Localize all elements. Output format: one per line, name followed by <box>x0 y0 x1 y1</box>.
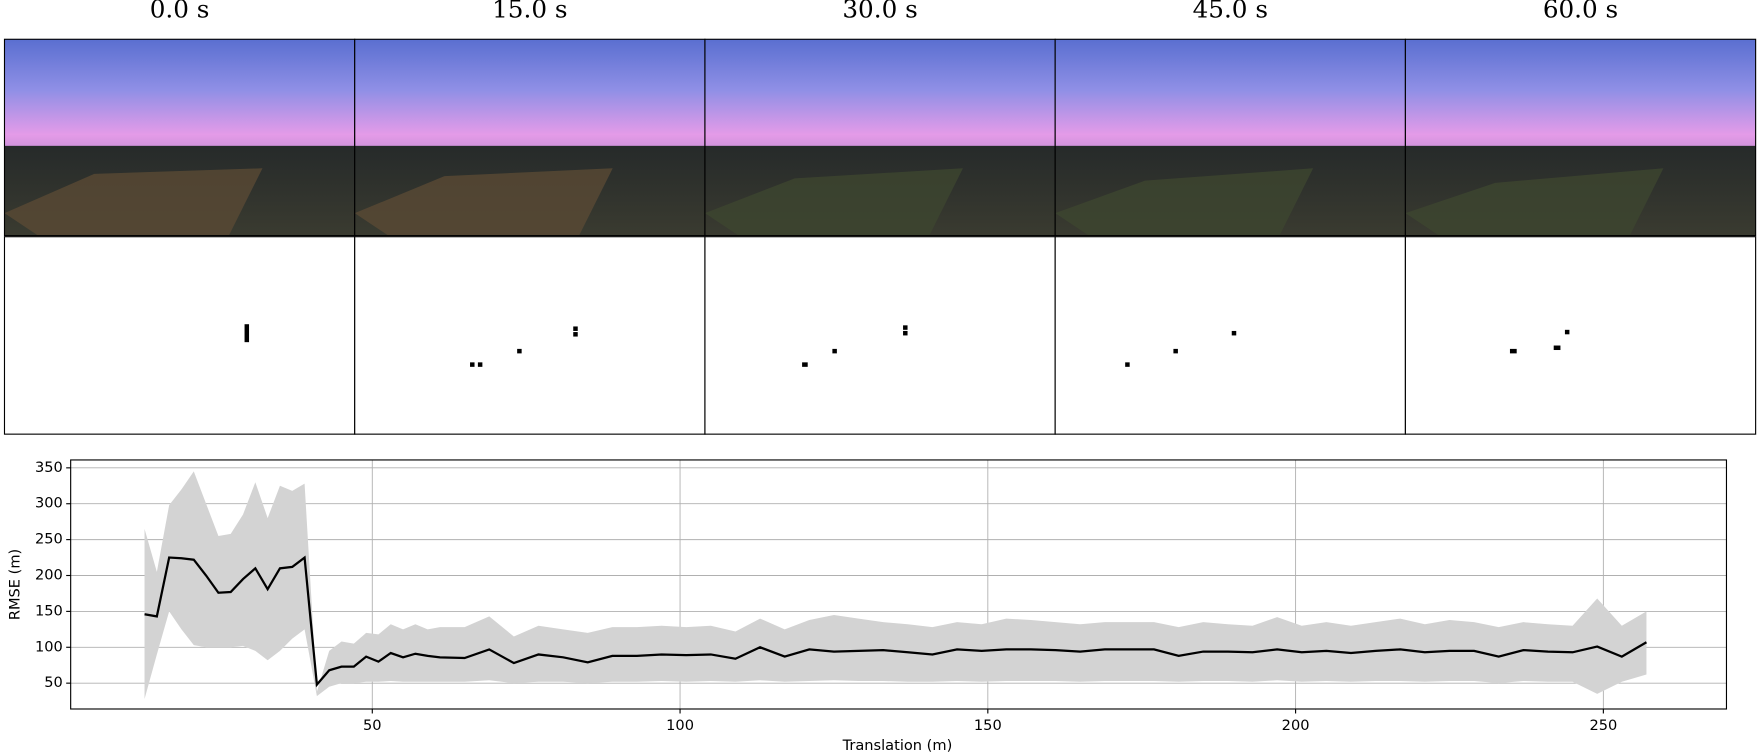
x-tick-label: 250 <box>1589 717 1617 734</box>
mask-frame <box>3 236 356 435</box>
mask-blob <box>903 330 908 336</box>
y-tick-label: 250 <box>35 531 63 548</box>
x-tick-label: 200 <box>1282 717 1310 734</box>
mask-blob <box>244 324 250 343</box>
photo-sky <box>704 39 1056 152</box>
mask-frame <box>1404 236 1757 435</box>
photo-sky <box>1055 39 1406 152</box>
mask-blob <box>517 348 522 354</box>
photo-field <box>1055 168 1314 236</box>
mask-blob <box>573 326 578 331</box>
photo-field <box>354 168 613 236</box>
frame-time: 30.0 s <box>842 0 917 24</box>
mask-blob <box>832 348 837 354</box>
mask-blob <box>1553 345 1561 351</box>
photo-frame <box>1404 38 1757 237</box>
y-tick-label: 350 <box>35 459 63 476</box>
mask-blob <box>1564 329 1570 335</box>
mask-frame <box>354 236 706 435</box>
frame-time: 0.0 s <box>150 0 210 24</box>
photo-field <box>4 168 263 236</box>
mask-blob <box>1509 348 1517 354</box>
y-axis-label: RMSE (m) <box>7 549 24 620</box>
y-tick-label: 200 <box>35 567 63 584</box>
photo-sky <box>4 39 355 152</box>
mask-blob <box>802 362 808 367</box>
mask-frame <box>704 236 1056 435</box>
plot-frame <box>70 459 1728 710</box>
y-tick-label: 150 <box>35 602 63 619</box>
rmse-line <box>144 555 1648 688</box>
photo-field <box>1405 168 1664 236</box>
frame-time: 45.0 s <box>1193 0 1268 24</box>
y-tick-label: 300 <box>35 495 63 512</box>
mask-blob <box>477 362 483 367</box>
x-tick-label: 100 <box>666 717 694 734</box>
mask-blob <box>573 332 578 337</box>
frame-time: 15.0 s <box>492 0 567 24</box>
mask-blob <box>470 362 475 367</box>
photo-field <box>704 168 963 236</box>
mask-frame <box>1054 236 1406 435</box>
mask-blob <box>1231 330 1237 336</box>
mask-blob <box>1173 348 1178 354</box>
frame-time: 60.0 s <box>1543 0 1618 24</box>
x-axis-label: Translation (m) <box>842 737 953 754</box>
mask-blob <box>903 325 908 330</box>
x-tick-label: 50 <box>363 717 382 734</box>
mask-blob <box>1125 362 1130 367</box>
photo-sky <box>1405 39 1756 152</box>
y-tick-label: 100 <box>35 638 63 655</box>
error-band <box>144 471 1647 699</box>
x-tick-label: 150 <box>974 717 1002 734</box>
y-tick-label: 50 <box>44 674 63 691</box>
photo-sky <box>354 39 705 152</box>
frames: 0.0 s 15.0 s 30.0 s 45.0 s 60.0 s <box>3 0 1757 435</box>
